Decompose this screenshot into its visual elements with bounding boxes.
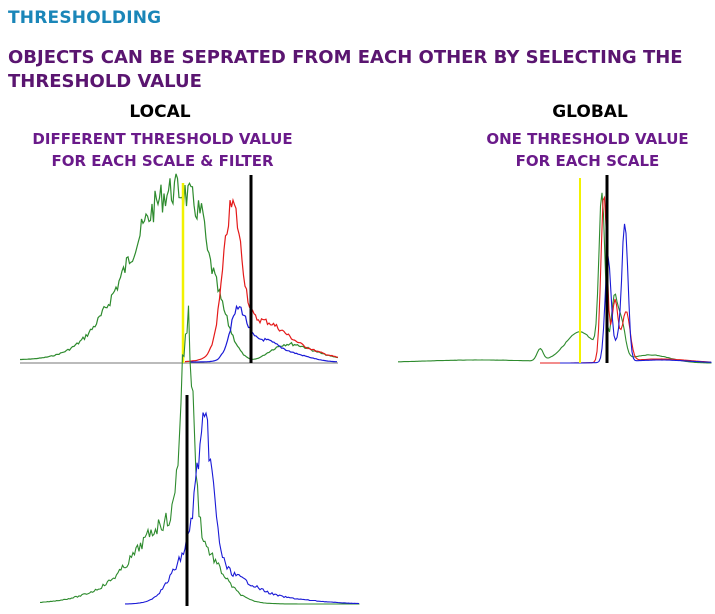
subtitle-line-2: THRESHOLD VALUE bbox=[8, 71, 202, 92]
page-heading: THRESHOLDING bbox=[8, 8, 162, 28]
local-green-curve bbox=[20, 173, 339, 361]
global-title: GLOBAL bbox=[552, 102, 628, 122]
global-green-curve bbox=[398, 192, 712, 364]
page-subtitle: OBJECTS CAN BE SEPRATED FROM EACH OTHER … bbox=[8, 46, 715, 94]
local-desc-line-1: DIFFERENT THRESHOLD VALUE bbox=[32, 130, 293, 148]
global-desc-line-1: ONE THRESHOLD VALUE bbox=[486, 130, 689, 148]
local-blue-curve bbox=[190, 304, 337, 363]
local-red-curve bbox=[184, 197, 339, 363]
local-description: DIFFERENT THRESHOLD VALUE FOR EACH SCALE… bbox=[10, 128, 315, 172]
bottom-green-curve bbox=[40, 305, 360, 605]
global-blue-curve bbox=[560, 223, 712, 364]
bottom-blue-curve bbox=[125, 411, 360, 605]
local-title: LOCAL bbox=[129, 102, 191, 122]
subtitle-line-1: OBJECTS CAN BE SEPRATED FROM EACH OTHER … bbox=[8, 47, 683, 68]
global-desc-line-2: FOR EACH SCALE bbox=[515, 152, 660, 170]
global-description: ONE THRESHOLD VALUE FOR EACH SCALE bbox=[455, 128, 715, 172]
local-desc-line-2: FOR EACH SCALE & FILTER bbox=[51, 152, 274, 170]
